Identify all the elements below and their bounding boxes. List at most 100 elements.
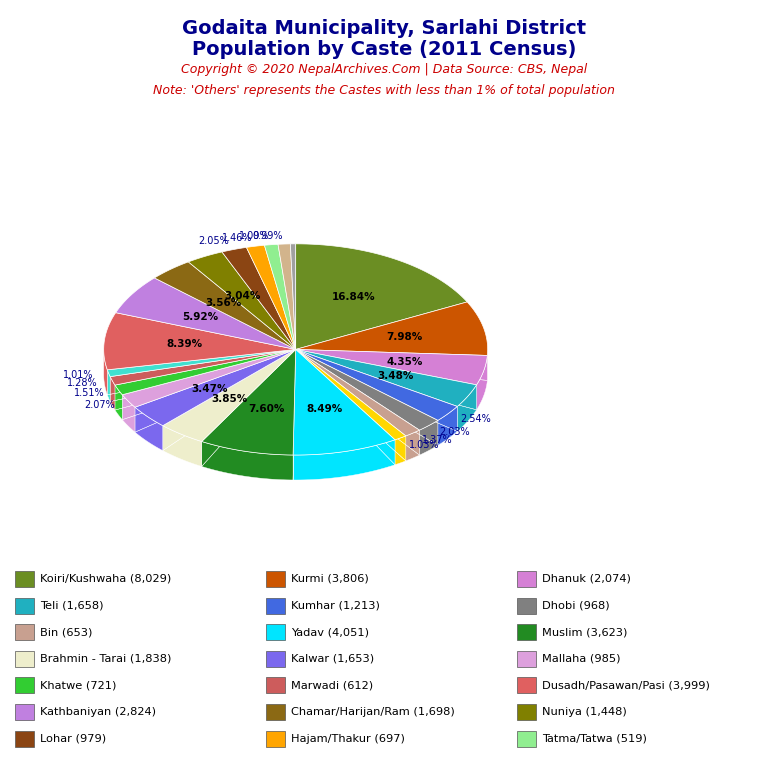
Text: 3.56%: 3.56% xyxy=(205,298,241,308)
Polygon shape xyxy=(163,349,296,442)
Text: Khatwe (721): Khatwe (721) xyxy=(40,680,117,690)
FancyBboxPatch shape xyxy=(15,571,34,587)
Text: 7.60%: 7.60% xyxy=(249,404,285,414)
Text: Tatma/Tatwa (519): Tatma/Tatwa (519) xyxy=(541,733,647,743)
Text: 1.01%: 1.01% xyxy=(63,370,94,380)
Polygon shape xyxy=(108,349,296,376)
FancyBboxPatch shape xyxy=(517,677,536,694)
Polygon shape xyxy=(110,376,115,410)
FancyBboxPatch shape xyxy=(15,598,34,614)
FancyBboxPatch shape xyxy=(15,650,34,667)
Text: Population by Caste (2011 Census): Population by Caste (2011 Census) xyxy=(192,40,576,59)
Text: Bin (653): Bin (653) xyxy=(40,627,92,637)
Text: Godaita Municipality, Sarlahi District: Godaita Municipality, Sarlahi District xyxy=(182,19,586,38)
Polygon shape xyxy=(406,430,419,461)
Text: Kathbaniyan (2,824): Kathbaniyan (2,824) xyxy=(40,707,156,717)
Polygon shape xyxy=(296,349,419,436)
Text: 2.03%: 2.03% xyxy=(439,426,470,436)
Polygon shape xyxy=(293,349,395,455)
Polygon shape xyxy=(188,252,296,349)
FancyBboxPatch shape xyxy=(517,704,536,720)
Text: Muslim (3,623): Muslim (3,623) xyxy=(541,627,627,637)
Text: 3.85%: 3.85% xyxy=(211,394,247,404)
Polygon shape xyxy=(395,436,406,465)
Polygon shape xyxy=(104,350,108,395)
Polygon shape xyxy=(115,385,122,420)
FancyBboxPatch shape xyxy=(15,704,34,720)
Polygon shape xyxy=(293,440,395,480)
Text: 3.04%: 3.04% xyxy=(225,290,261,300)
Text: Dhobi (968): Dhobi (968) xyxy=(541,601,610,611)
Text: 1.37%: 1.37% xyxy=(422,435,453,445)
Text: 1.09%: 1.09% xyxy=(239,231,270,241)
Polygon shape xyxy=(278,244,296,349)
Text: 8.49%: 8.49% xyxy=(306,403,343,413)
Text: Koiri/Kushwaha (8,029): Koiri/Kushwaha (8,029) xyxy=(40,574,171,584)
Text: 1.46%: 1.46% xyxy=(222,233,252,243)
FancyBboxPatch shape xyxy=(266,624,285,641)
Polygon shape xyxy=(202,442,293,480)
Polygon shape xyxy=(457,385,477,432)
Text: 8.39%: 8.39% xyxy=(167,339,203,349)
Text: Dhanuk (2,074): Dhanuk (2,074) xyxy=(541,574,631,584)
Polygon shape xyxy=(247,245,296,349)
FancyBboxPatch shape xyxy=(15,677,34,694)
Polygon shape xyxy=(115,349,296,395)
FancyBboxPatch shape xyxy=(517,598,536,614)
FancyBboxPatch shape xyxy=(266,598,285,614)
FancyBboxPatch shape xyxy=(266,730,285,746)
Text: Kalwar (1,653): Kalwar (1,653) xyxy=(291,654,374,664)
Polygon shape xyxy=(477,356,488,410)
Polygon shape xyxy=(108,370,110,402)
Polygon shape xyxy=(264,244,296,349)
Polygon shape xyxy=(296,244,467,349)
FancyBboxPatch shape xyxy=(517,571,536,587)
Polygon shape xyxy=(104,313,296,370)
Text: 5.92%: 5.92% xyxy=(183,313,219,323)
Polygon shape xyxy=(135,349,296,425)
Polygon shape xyxy=(202,349,296,455)
Text: 4.35%: 4.35% xyxy=(386,356,423,366)
Text: Mallaha (985): Mallaha (985) xyxy=(541,654,621,664)
FancyBboxPatch shape xyxy=(266,704,285,720)
Text: Note: 'Others' represents the Castes with less than 1% of total population: Note: 'Others' represents the Castes wit… xyxy=(153,84,615,98)
Text: Dusadh/Pasawan/Pasi (3,999): Dusadh/Pasawan/Pasi (3,999) xyxy=(541,680,710,690)
Text: Copyright © 2020 NepalArchives.Com | Data Source: CBS, Nepal: Copyright © 2020 NepalArchives.Com | Dat… xyxy=(181,63,587,76)
FancyBboxPatch shape xyxy=(517,624,536,641)
Polygon shape xyxy=(296,302,488,356)
Text: 1.51%: 1.51% xyxy=(74,388,104,399)
Text: Nuniya (1,448): Nuniya (1,448) xyxy=(541,707,627,717)
Text: Kurmi (3,806): Kurmi (3,806) xyxy=(291,574,369,584)
Polygon shape xyxy=(438,406,457,445)
Text: 1.03%: 1.03% xyxy=(409,440,439,450)
Polygon shape xyxy=(296,349,406,440)
Polygon shape xyxy=(116,278,296,349)
FancyBboxPatch shape xyxy=(517,730,536,746)
Text: 2.07%: 2.07% xyxy=(84,400,115,410)
Text: 3.47%: 3.47% xyxy=(192,383,228,393)
Polygon shape xyxy=(163,425,202,466)
Text: 1.28%: 1.28% xyxy=(67,379,98,389)
Text: Kumhar (1,213): Kumhar (1,213) xyxy=(291,601,380,611)
Text: 7.98%: 7.98% xyxy=(386,332,423,342)
Text: Yadav (4,051): Yadav (4,051) xyxy=(291,627,369,637)
FancyBboxPatch shape xyxy=(517,650,536,667)
Polygon shape xyxy=(122,395,135,432)
Polygon shape xyxy=(296,349,477,406)
Text: Teli (1,658): Teli (1,658) xyxy=(40,601,104,611)
FancyBboxPatch shape xyxy=(266,650,285,667)
FancyBboxPatch shape xyxy=(15,730,34,746)
Polygon shape xyxy=(419,420,438,455)
Polygon shape xyxy=(296,349,488,385)
FancyBboxPatch shape xyxy=(266,677,285,694)
Polygon shape xyxy=(122,349,296,407)
Polygon shape xyxy=(222,247,296,349)
FancyBboxPatch shape xyxy=(266,571,285,587)
FancyBboxPatch shape xyxy=(15,624,34,641)
Polygon shape xyxy=(290,244,296,349)
Polygon shape xyxy=(296,349,457,420)
Polygon shape xyxy=(154,262,296,349)
Polygon shape xyxy=(296,349,438,430)
Text: Lohar (979): Lohar (979) xyxy=(40,733,106,743)
Polygon shape xyxy=(135,407,163,451)
